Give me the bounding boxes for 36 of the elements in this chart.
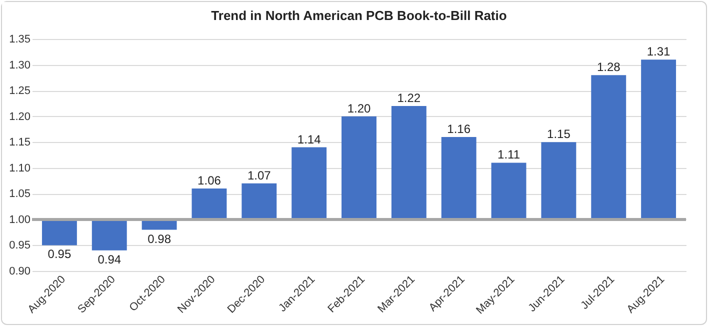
data-label: 0.98 [148, 232, 172, 246]
bar [441, 136, 476, 220]
y-tick-label: 1.10 [9, 162, 30, 174]
y-tick-label: 1.20 [9, 110, 30, 123]
bar [42, 219, 77, 246]
data-label: 1.06 [198, 174, 222, 188]
y-tick-label: 0.95 [9, 240, 30, 252]
bar [541, 142, 576, 220]
y-tick-label: 1.35 [9, 34, 30, 46]
y-tick-label: 0.90 [9, 266, 30, 278]
y-tick-label: 1.25 [9, 85, 30, 98]
y-tick-label: 1.30 [9, 59, 30, 72]
bar [641, 60, 676, 220]
y-tick-label: 1.15 [9, 136, 30, 149]
data-label: 0.94 [98, 252, 122, 266]
bar [491, 162, 526, 220]
data-label: 1.16 [447, 122, 471, 136]
data-label: 1.14 [297, 132, 322, 146]
data-label: 1.15 [547, 127, 571, 142]
data-label: 1.31 [646, 44, 671, 59]
data-label: 1.11 [498, 148, 520, 162]
bar [242, 183, 277, 220]
bar [92, 219, 127, 250]
bar [391, 106, 426, 220]
data-label: 1.20 [347, 101, 371, 116]
bar [342, 116, 376, 220]
bar [192, 188, 227, 220]
bar [591, 75, 626, 220]
chart-title: Trend in North American PCB Book-to-Bill Ratio [211, 8, 507, 23]
y-tick-label: 1.05 [9, 188, 30, 200]
data-label: 1.07 [247, 168, 272, 182]
y-tick-label: 1.00 [9, 214, 30, 226]
data-label: 1.28 [596, 60, 621, 74]
bar [292, 147, 327, 220]
data-label: 1.22 [397, 91, 421, 106]
data-label: 0.95 [48, 247, 72, 262]
